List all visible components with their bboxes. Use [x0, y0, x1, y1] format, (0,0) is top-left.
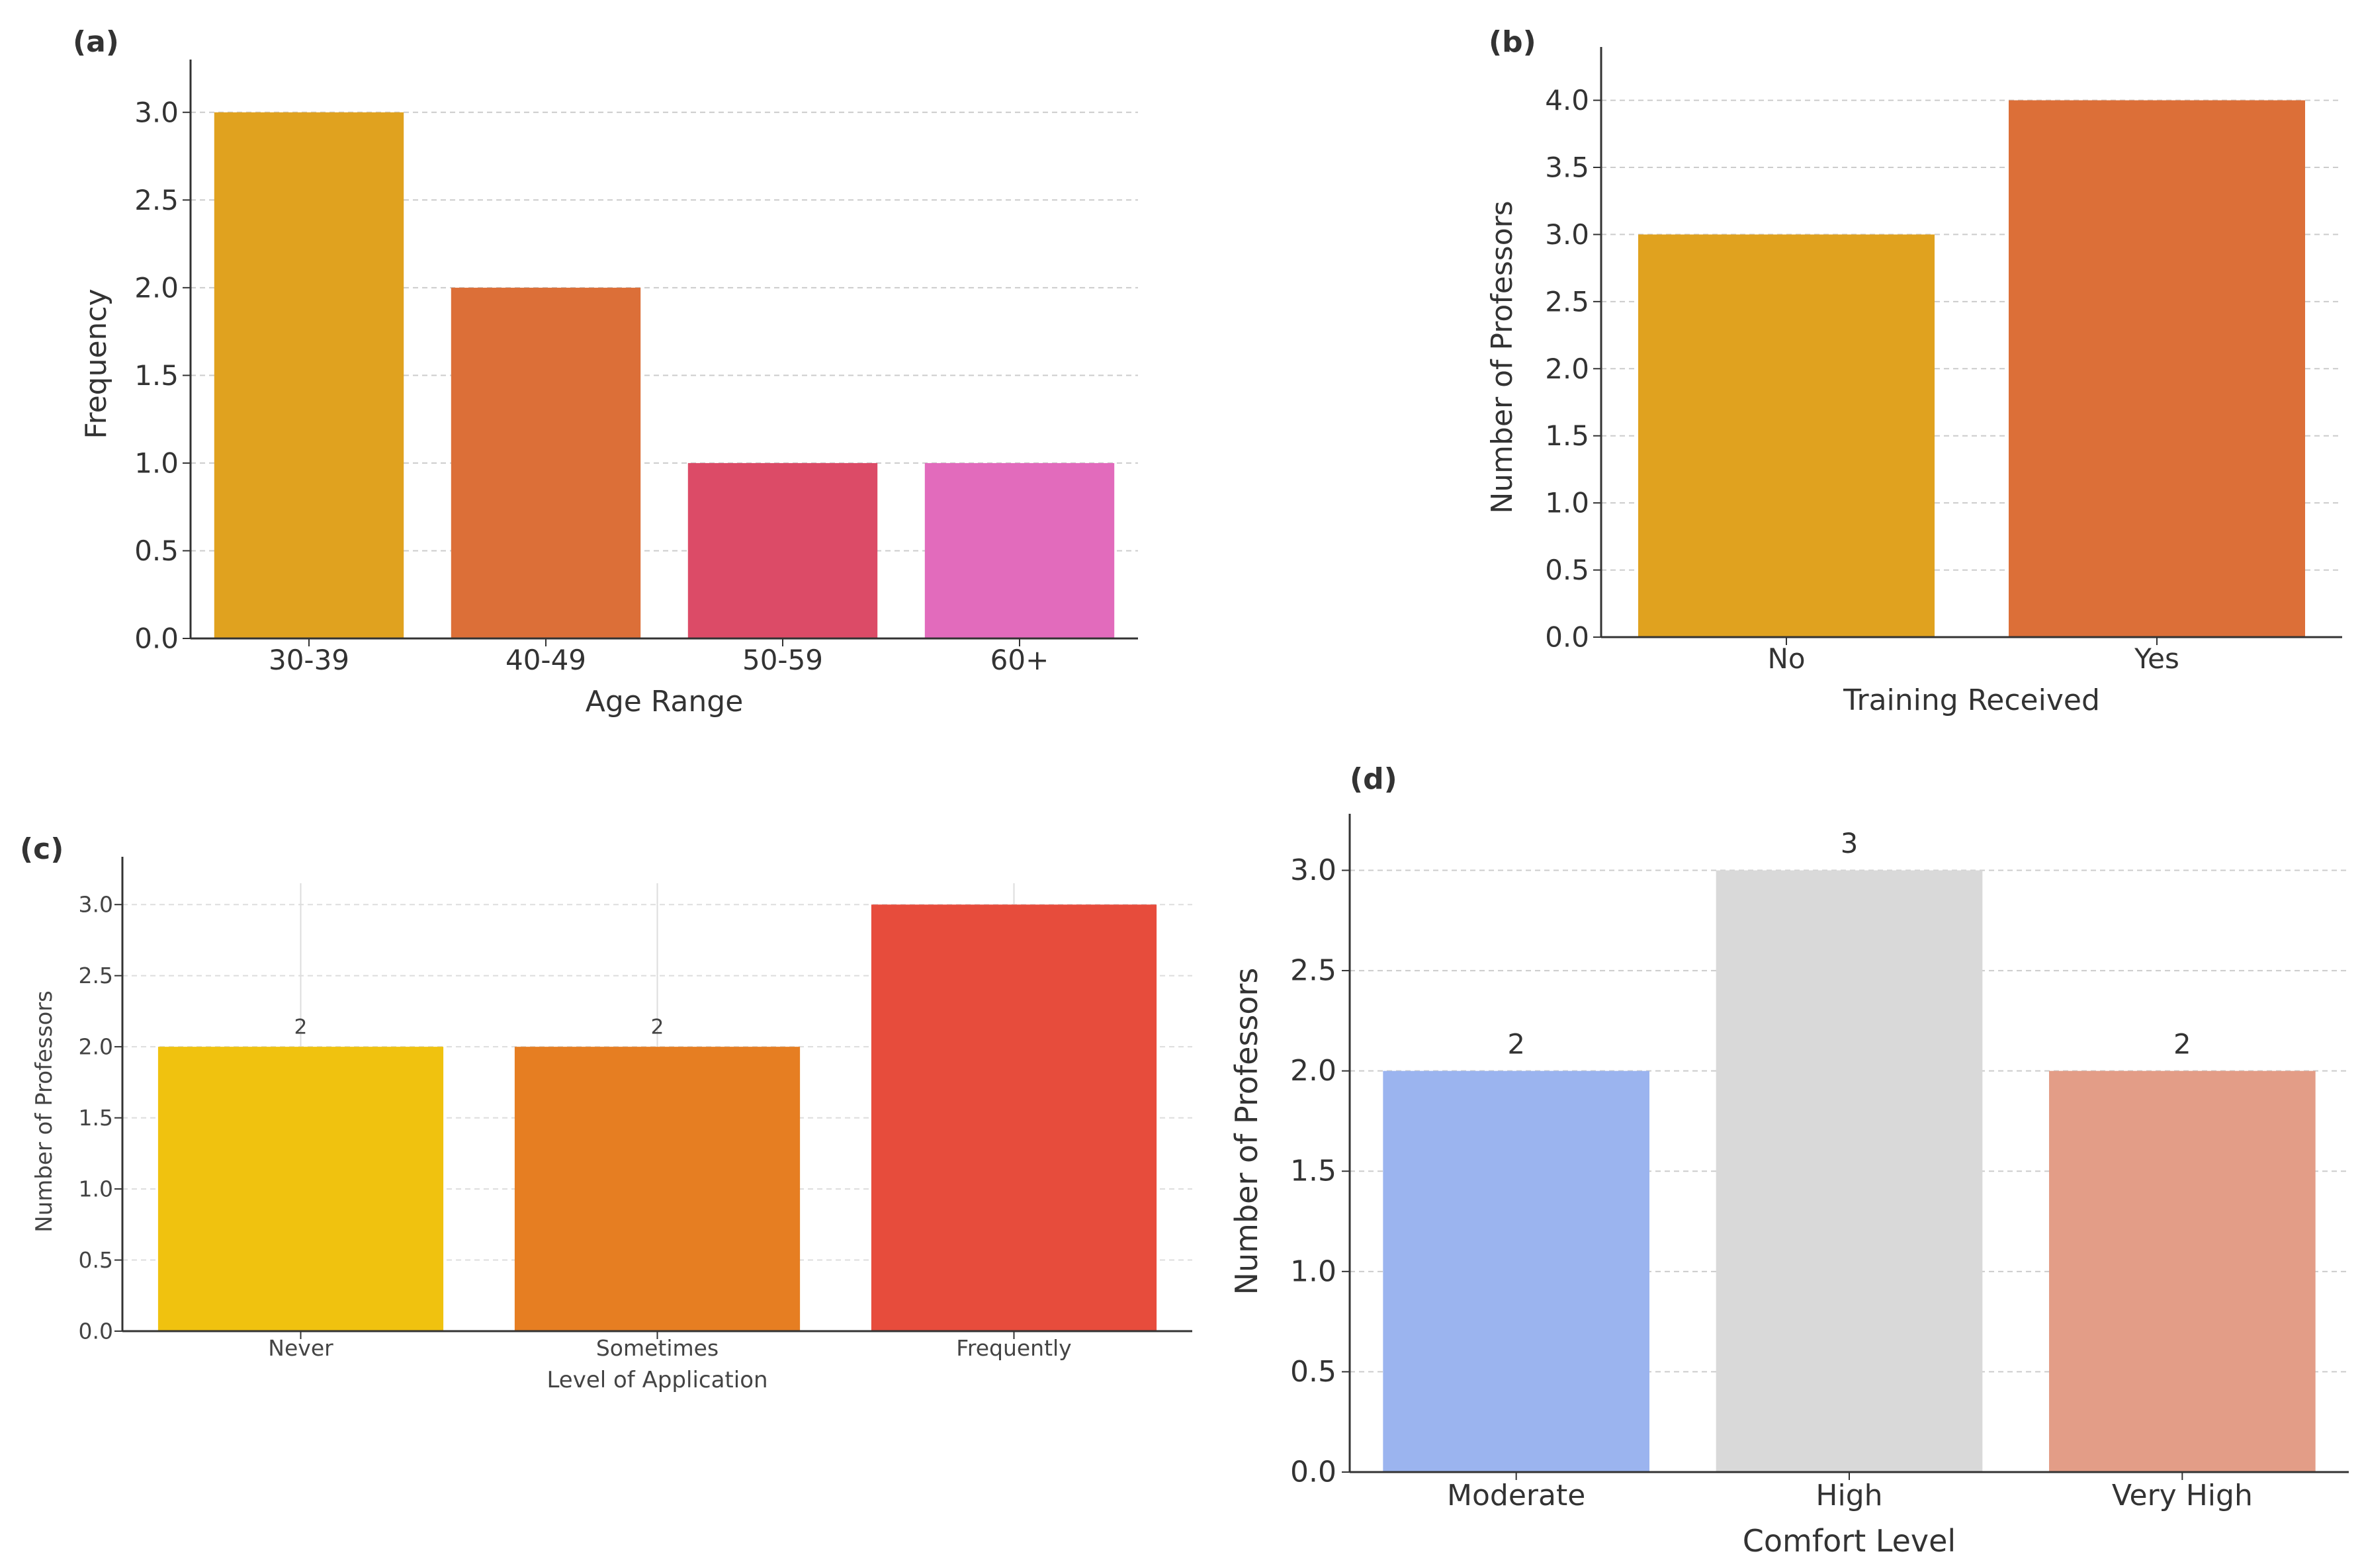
bar-data-label: 2 — [651, 1015, 664, 1039]
x-tick-label: 60+ — [990, 644, 1049, 676]
y-tick-label: 1.5 — [134, 359, 179, 392]
y-axis-title: Frequency — [79, 288, 113, 439]
y-tick-label: 1.0 — [79, 1176, 113, 1202]
x-axis-title: Age Range — [586, 685, 744, 719]
x-tick-label: Sometimes — [596, 1335, 719, 1361]
bar-never — [157, 1047, 444, 1331]
y-tick-label: 3.5 — [1545, 152, 1589, 184]
bar-high — [1716, 870, 1983, 1472]
x-tick-label: 40-49 — [505, 644, 586, 676]
y-axis-title: Number of Professors — [1485, 200, 1519, 513]
bar-data-label: 2 — [2173, 1027, 2191, 1060]
chart-panel-b: (b) 0.0 0.5 1.0 1.5 2.0 2.5 3.0 3.5 4.0 No Yes Trai… — [1475, 0, 2362, 734]
y-tick-label: 2.0 — [79, 1034, 113, 1060]
y-tick-label: 1.0 — [134, 447, 179, 479]
x-tick-label: 30-39 — [269, 644, 349, 676]
y-tick-label: 0.5 — [1290, 1355, 1336, 1389]
bar-very-high — [2049, 1070, 2316, 1472]
y-tick-label: 2.5 — [1290, 954, 1336, 988]
y-tick-label: 0.0 — [134, 623, 179, 655]
panel-label-c: (c) — [20, 832, 64, 866]
y-tick-label: 3.0 — [1545, 218, 1589, 251]
y-tick-label: 2.0 — [1545, 353, 1589, 385]
panel-label-d: (d) — [1350, 762, 1397, 796]
y-tick-label: 0.5 — [1545, 554, 1589, 586]
x-tick-label: 50-59 — [742, 644, 823, 676]
chart-panel-c: (c) 0.0 0.5 1.0 1.5 2.0 2.5 3.0 Never 2 Sometimes… — [0, 827, 1204, 1422]
y-axis-title: Number of Professors — [1229, 968, 1264, 1295]
y-tick-label: 2.5 — [79, 963, 113, 988]
bar-no — [1638, 234, 1935, 637]
x-axis-title: Training Received — [1843, 683, 2100, 717]
y-tick-label: 3.0 — [134, 96, 179, 128]
y-tick-label: 1.0 — [1545, 487, 1589, 519]
x-tick-label: Frequently — [956, 1335, 1071, 1361]
x-tick-label: Yes — [2134, 642, 2179, 675]
bar-sometimes — [514, 1047, 801, 1331]
x-tick-label: No — [1767, 642, 1805, 675]
chart-panel-d: (d) 0.0 0.5 1.0 1.5 2.0 2.5 3.0 Moderate 2 High 3 V… — [1217, 754, 2362, 1568]
y-tick-label: 2.0 — [134, 271, 179, 304]
bar-data-label: 2 — [294, 1015, 308, 1039]
bar-frequently — [871, 904, 1157, 1331]
x-axis-title: Level of Application — [547, 1367, 767, 1393]
panel-label-a: (a) — [73, 25, 119, 59]
x-tick-label: Never — [268, 1335, 333, 1361]
y-tick-label: 0.0 — [1545, 621, 1589, 654]
y-tick-label: 1.0 — [1290, 1254, 1336, 1288]
chart-d-svg: 0.0 0.5 1.0 1.5 2.0 2.5 3.0 Moderate 2 High 3 Very … — [1229, 814, 2349, 1559]
x-tick-label: High — [1815, 1479, 1882, 1512]
y-tick-label: 0.5 — [79, 1247, 113, 1273]
y-tick-label: 4.0 — [1545, 84, 1589, 116]
y-axis-title: Number of Professors — [31, 990, 58, 1233]
bar-50-59 — [687, 462, 878, 638]
chart-c-svg: 0.0 0.5 1.0 1.5 2.0 2.5 3.0 Never 2 Sometimes 2 Fre… — [31, 857, 1192, 1393]
bar-30-39 — [214, 112, 404, 638]
x-tick-label: Moderate — [1447, 1479, 1585, 1512]
y-tick-label: 1.5 — [1290, 1154, 1336, 1188]
y-tick-label: 2.5 — [134, 184, 179, 216]
bar-data-label: 2 — [1507, 1027, 1525, 1060]
chart-a-svg: 0.0 0.5 1.0 1.5 2.0 2.5 3.0 30-39 40-49 50-59 60+ A… — [79, 60, 1138, 719]
bar-yes — [2009, 100, 2305, 638]
y-tick-label: 0.5 — [134, 535, 179, 567]
y-tick-label: 1.5 — [1545, 419, 1589, 452]
y-tick-label: 0.0 — [1290, 1456, 1336, 1489]
bar-40-49 — [451, 287, 641, 638]
y-tick-label: 0.0 — [79, 1319, 113, 1344]
bar-data-label: 3 — [1841, 827, 1859, 859]
bar-60- — [924, 462, 1115, 638]
x-tick-label: Very High — [2112, 1479, 2253, 1512]
y-tick-label: 1.5 — [79, 1105, 113, 1131]
y-tick-label: 2.5 — [1545, 285, 1589, 318]
y-tick-label: 3.0 — [79, 892, 113, 918]
x-axis-title: Comfort Level — [1743, 1523, 1956, 1559]
chart-b-svg: 0.0 0.5 1.0 1.5 2.0 2.5 3.0 3.5 4.0 No Yes Training… — [1485, 47, 2342, 717]
y-tick-label: 3.0 — [1290, 853, 1336, 887]
y-tick-label: 2.0 — [1290, 1054, 1336, 1088]
panel-label-b: (b) — [1489, 25, 1536, 59]
bar-moderate — [1383, 1070, 1649, 1472]
chart-panel-a: (a) 0.0 0.5 1.0 1.5 2.0 2.5 3.0 30-39 40-49 50-59… — [0, 0, 1164, 734]
